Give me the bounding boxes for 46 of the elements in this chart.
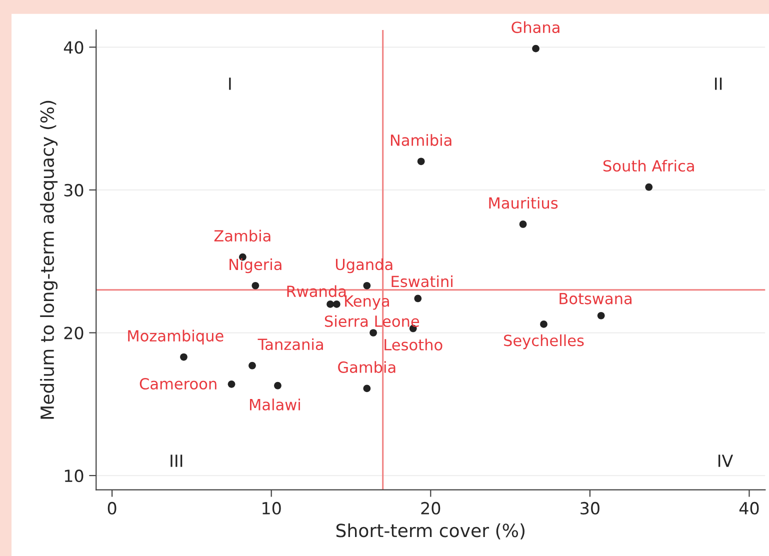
x-tick-label: 10 [262,502,281,515]
y-tick-label: 40 [64,41,84,54]
point [645,183,653,191]
annotation: Botswana [560,292,632,304]
annotation: I [229,78,231,90]
annotation: IV [718,454,734,467]
annotation: Mauritius [489,196,558,209]
annotation: South Africa [603,160,694,172]
point [326,300,334,308]
point [540,320,548,328]
x-tick-label: 20 [421,502,440,515]
y-axis-title: Medium to long-term adequacy (%) [40,100,58,419]
annotation: Malawi [250,398,300,410]
x-tick-label: 30 [580,502,600,515]
point [519,220,527,228]
point [597,312,605,320]
point [180,353,188,361]
point [228,380,236,388]
point [332,300,340,308]
annotation: III [170,454,182,467]
annotation: Lesotho [384,338,442,351]
point [414,294,422,302]
annotation: Seychelles [504,334,584,350]
x-axis-title: Short-term cover (%) [336,523,524,540]
x-tick-label: 40 [739,502,759,515]
annotation: Mozambique [128,330,224,345]
x-tick-label: 0 [108,502,116,515]
annotation: Namibia [390,134,452,146]
point [363,282,371,290]
point [532,44,540,52]
annotation: Eswatini [392,275,452,288]
point [363,384,371,392]
y-tick-label: 10 [64,470,84,482]
point [252,282,260,290]
annotation: Zambia [214,230,270,242]
point [370,329,377,336]
y-tick-label: 30 [64,184,84,197]
point [248,362,256,370]
y-tick-label: 20 [64,326,84,340]
annotation: II [715,78,722,90]
annotation: Nigeria [230,258,282,274]
annotation: Tanzania [258,338,323,350]
point [274,382,282,390]
point [417,158,425,166]
annotation: Ghana [512,21,560,34]
annotation: Cameroon [140,378,216,390]
